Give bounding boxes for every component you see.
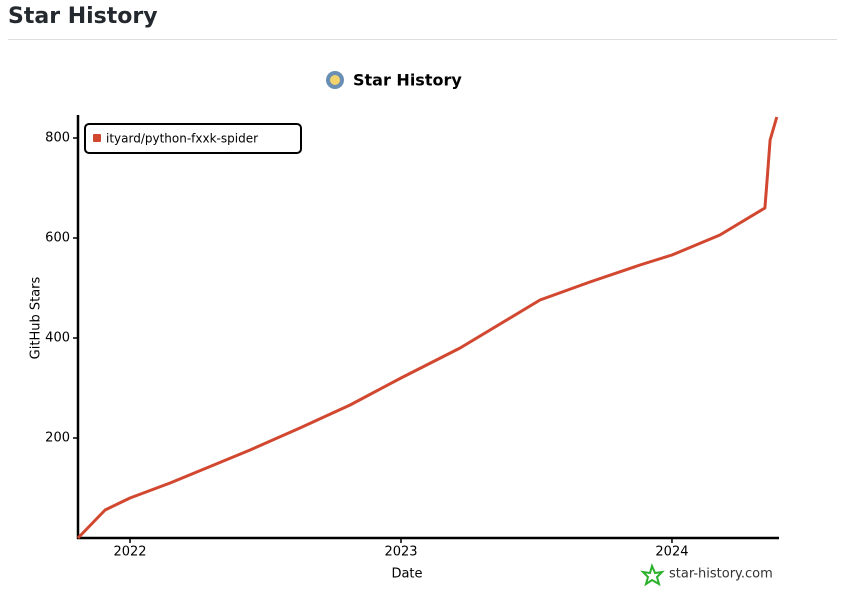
legend-swatch [93, 134, 101, 142]
y-axis-label: GitHub Stars [29, 276, 44, 359]
watermark: star-history.com [669, 567, 773, 582]
legend-label: ityard/python-fxxk-spider [106, 132, 258, 146]
y-tick-label: 200 [45, 431, 70, 446]
y-tick-label: 400 [45, 331, 70, 346]
x-tick-label: 2023 [384, 545, 417, 560]
watermark-icon [640, 563, 665, 587]
logo-inner [330, 75, 340, 85]
legend-box [84, 123, 302, 154]
x-tick-label: 2024 [655, 545, 688, 560]
line-series [76, 116, 779, 540]
y-tick-label: 600 [45, 231, 70, 246]
x-tick-label: 2022 [113, 545, 146, 560]
x-axis-label: Date [391, 567, 422, 582]
y-tick-label: 800 [45, 131, 70, 146]
divider [8, 39, 837, 40]
page-title: Star History [8, 4, 158, 29]
chart-title: Star History [353, 71, 462, 90]
